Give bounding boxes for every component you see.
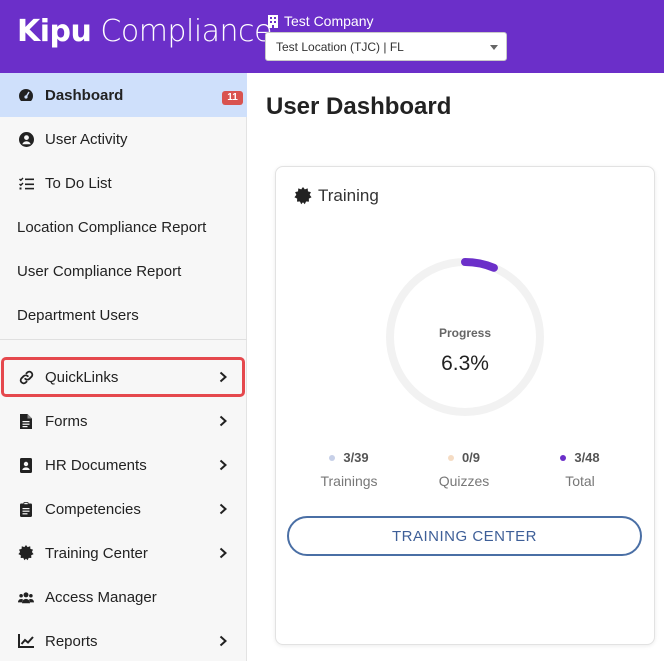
sidebar-item-label: Location Compliance Report bbox=[17, 218, 207, 236]
sidebar-item-label: Reports bbox=[45, 632, 98, 650]
sidebar-item-label: User Compliance Report bbox=[17, 262, 182, 280]
brand-light: Compliance bbox=[91, 14, 272, 49]
sidebar-item-location-compliance-report[interactable]: Location Compliance Report bbox=[0, 205, 247, 249]
sidebar-item-quicklinks[interactable]: QuickLinks bbox=[0, 355, 247, 399]
list-check-icon bbox=[18, 175, 34, 191]
location-select[interactable]: Test Location (TJC) | FL bbox=[265, 32, 507, 61]
sidebar-item-reports[interactable]: Reports bbox=[0, 619, 247, 661]
company-label: Test Company bbox=[284, 13, 374, 29]
user-circle-icon bbox=[18, 131, 34, 147]
sidebar-item-hr-documents[interactable]: HR Documents bbox=[0, 443, 247, 487]
stat-caption: Quizzes bbox=[438, 473, 490, 489]
sidebar-item-label: User Activity bbox=[45, 130, 128, 148]
sidebar-item-forms[interactable]: Forms bbox=[0, 399, 247, 443]
id-badge-icon bbox=[18, 457, 34, 473]
brand-bold: Kipu bbox=[17, 14, 92, 49]
clipboard-icon bbox=[18, 501, 34, 517]
stat-value: 3/39 bbox=[343, 450, 369, 465]
todo-count-badge: 11 bbox=[222, 91, 243, 105]
sidebar-item-label: Department Users bbox=[17, 306, 139, 324]
total-dot bbox=[560, 454, 567, 461]
sidebar-item-competencies[interactable]: Competencies bbox=[0, 487, 247, 531]
sidebar-item-user-compliance-report[interactable]: User Compliance Report bbox=[0, 249, 247, 293]
location-selected-value: Test Location (TJC) | FL bbox=[276, 40, 404, 54]
progress-ring bbox=[386, 258, 544, 416]
sidebar-item-label: Access Manager bbox=[45, 588, 157, 606]
chart-line-icon bbox=[18, 633, 34, 649]
sidebar-item-training-center[interactable]: Training Center bbox=[0, 531, 247, 575]
stat-quizzes: 0/9 Quizzes bbox=[414, 450, 514, 489]
sidebar-item-dashboard[interactable]: Dashboard bbox=[0, 73, 247, 117]
sidebar-item-user-activity[interactable]: User Activity bbox=[0, 117, 247, 161]
sidebar-item-label: QuickLinks bbox=[45, 368, 119, 386]
building-icon bbox=[268, 14, 278, 28]
sidebar-item-label: Competencies bbox=[45, 500, 141, 518]
stat-value: 3/48 bbox=[574, 450, 600, 465]
sidebar-item-label: To Do List bbox=[45, 174, 112, 192]
top-bar: Kipu Compliance Test Company Test Locati… bbox=[0, 0, 664, 73]
training-card-title: Training bbox=[294, 186, 379, 206]
chevron-right-icon bbox=[219, 371, 227, 383]
stat-total: 3/48 Total bbox=[530, 450, 630, 489]
page-title: User Dashboard bbox=[266, 93, 452, 120]
sidebar-item-department-users[interactable]: Department Users bbox=[0, 293, 247, 337]
chevron-right-icon bbox=[219, 635, 227, 647]
certificate-icon bbox=[294, 187, 312, 205]
progress-ring-fill bbox=[386, 258, 544, 416]
quizzes-dot bbox=[447, 454, 454, 461]
training-title-label: Training bbox=[318, 186, 379, 205]
stat-value: 0/9 bbox=[461, 450, 481, 465]
link-icon bbox=[18, 369, 34, 385]
brand-logo[interactable]: Kipu Compliance bbox=[17, 14, 272, 49]
sidebar-item-label: Training Center bbox=[45, 544, 148, 562]
training-card bbox=[275, 166, 655, 645]
sidebar-item-label: HR Documents bbox=[45, 456, 147, 474]
file-icon bbox=[18, 413, 34, 429]
sidebar bbox=[0, 73, 247, 661]
progress-label: Progress bbox=[438, 326, 492, 340]
sidebar-divider bbox=[0, 339, 247, 340]
stat-trainings: 3/39 Trainings bbox=[299, 450, 399, 489]
chevron-right-icon bbox=[219, 415, 227, 427]
sidebar-item-label: Dashboard bbox=[45, 86, 124, 104]
progress-value: 6.3% bbox=[441, 352, 489, 375]
chevron-right-icon bbox=[219, 459, 227, 471]
chevron-right-icon bbox=[219, 503, 227, 515]
sidebar-item-access-manager[interactable]: Access Manager bbox=[0, 575, 247, 619]
dashboard-icon bbox=[18, 87, 34, 103]
chevron-right-icon bbox=[219, 547, 227, 559]
training-center-button[interactable]: TRAINING CENTER bbox=[287, 516, 642, 556]
company-name: Test Company bbox=[268, 13, 373, 29]
sidebar-item-label: Forms bbox=[45, 412, 88, 430]
certificate-icon bbox=[18, 545, 34, 561]
users-icon bbox=[18, 589, 34, 605]
caret-down-icon bbox=[490, 45, 498, 50]
sidebar-item-to-do-list[interactable]: To Do List bbox=[0, 161, 247, 205]
stat-caption: Total bbox=[565, 473, 595, 489]
stat-caption: Trainings bbox=[320, 473, 378, 489]
trainings-dot bbox=[329, 454, 336, 461]
